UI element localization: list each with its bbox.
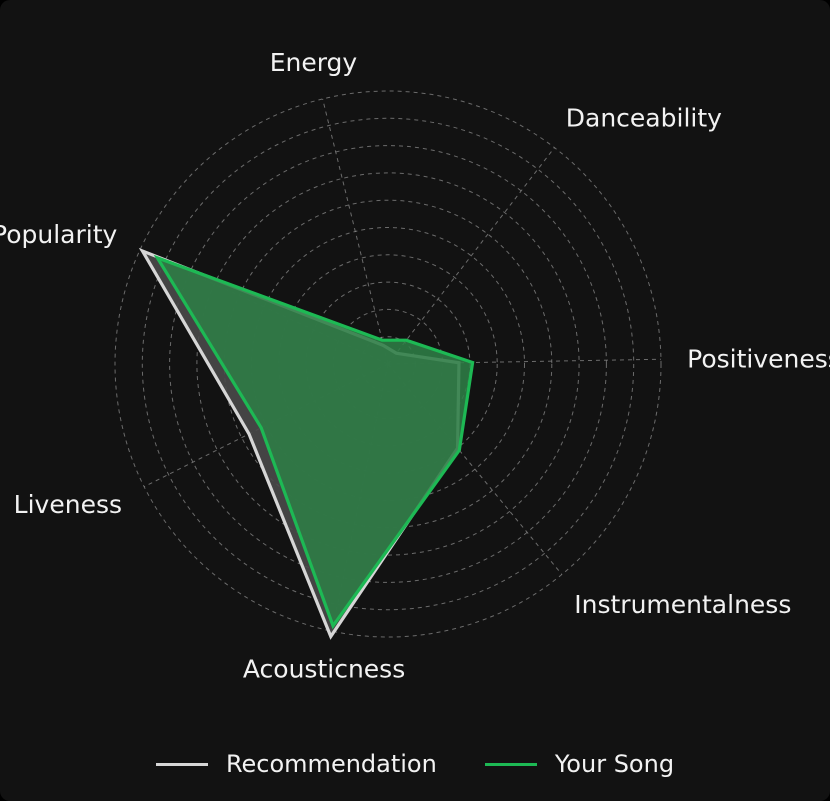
axis-label-energy: Energy xyxy=(270,48,358,77)
legend-item-your-song[interactable]: Your Song xyxy=(484,750,675,778)
axis-label-liveness: Liveness xyxy=(14,490,122,519)
axis-label-danceability: Danceability xyxy=(566,103,722,132)
grid-ring xyxy=(141,117,635,611)
legend-label-recommendation: Recommendation xyxy=(225,750,437,778)
series-layer xyxy=(138,247,475,640)
axis-labels: Positiveness Danceability Energy Popularity… xyxy=(0,48,830,684)
spoke-energy xyxy=(322,98,389,365)
legend: Recommendation Your Song xyxy=(0,744,830,784)
grid-ring xyxy=(169,145,607,583)
legend-swatch-recommendation xyxy=(155,762,208,766)
spoke-instrumentalness xyxy=(387,363,563,575)
legend-item-recommendation[interactable]: Recommendation xyxy=(155,750,437,778)
grid-ring xyxy=(196,172,580,556)
axis-label-positiveness: Positiveness xyxy=(687,345,830,374)
spoke-positiveness xyxy=(387,358,661,365)
spoke-danceability xyxy=(387,147,555,365)
legend-swatch-your-song xyxy=(484,762,537,766)
grid-ring xyxy=(251,227,525,501)
series-your-song xyxy=(153,254,475,630)
axis-label-popularity: Popularity xyxy=(0,220,117,249)
series-line-your-song xyxy=(153,254,475,630)
axis-label-instrumentalness: Instrumentalness xyxy=(574,590,791,619)
axis-label-acousticness: Acousticness xyxy=(243,655,405,684)
grid-ring xyxy=(114,90,662,638)
legend-label-your-song: Your Song xyxy=(554,750,675,778)
series-area-your-song xyxy=(157,257,473,626)
